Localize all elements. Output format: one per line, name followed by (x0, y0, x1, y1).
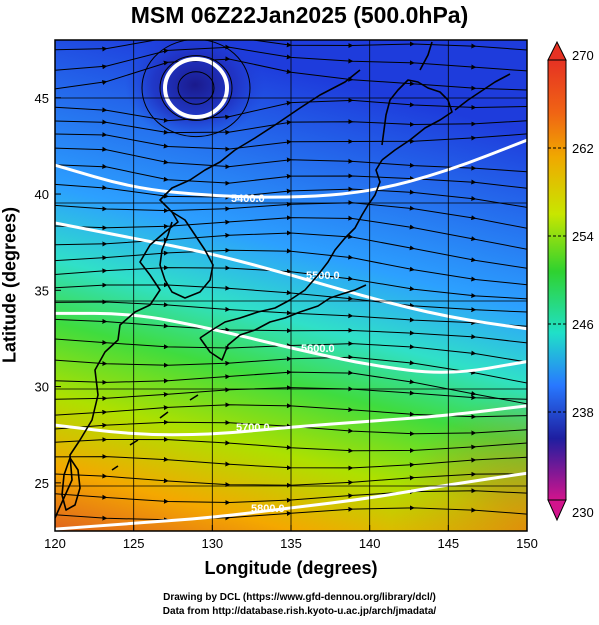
contour-label: 5800.0 (251, 503, 285, 515)
grid-lines (55, 40, 527, 531)
colorbar-scale (547, 59, 567, 501)
coastlines (55, 41, 511, 519)
contour-line (55, 471, 527, 531)
colorbar-tick-label: 262 (572, 141, 594, 156)
cold-core (125, 40, 265, 140)
x-tick-label: 130 (201, 536, 223, 551)
y-tick-label: 45 (35, 91, 49, 106)
contour-label: 5600.0 (301, 343, 335, 355)
contour-label: 5500.0 (306, 270, 340, 282)
x-tick-label: 150 (516, 536, 538, 551)
y-tick-label: 35 (35, 283, 49, 298)
height-contours: 5400.0 5500.0 5600.0 5700.0 5800.0 (55, 138, 527, 531)
x-axis-title: Longitude (degrees) (204, 558, 378, 578)
contour-line (55, 221, 527, 331)
colorbar-tick-label: 230 (572, 505, 594, 520)
x-axis: 120 125 130 135 140 145 150 (44, 525, 538, 551)
x-tick-label: 125 (123, 536, 145, 551)
x-tick-label: 120 (44, 536, 66, 551)
colorbar-tick-label: 238 (572, 405, 594, 420)
colorbar-top-triangle (547, 40, 567, 61)
colorbar-tick-label: 246 (572, 317, 594, 332)
contour-line (55, 311, 527, 374)
streamline-ring (177, 71, 215, 105)
contour-label: 5400.0 (231, 193, 265, 205)
credit-data: Data from http://database.rish.kyoto-u.a… (162, 606, 437, 617)
y-tick-label: 30 (35, 380, 49, 395)
credit-drawing: Drawing by DCL (https://www.gfd-dennou.o… (163, 592, 436, 603)
chart-title: MSM 06Z22Jan2025 (500.0hPa) (130, 2, 469, 28)
x-tick-label: 145 (437, 536, 459, 551)
low-pressure-contour (163, 57, 229, 119)
y-tick-label: 25 (35, 476, 49, 491)
contour-line (55, 404, 527, 437)
streamline-ring (159, 55, 233, 121)
x-tick-label: 135 (280, 536, 302, 551)
contour-line (55, 138, 527, 199)
streamline-ring (141, 40, 251, 138)
colorbar-tick-label: 254 (572, 229, 594, 244)
contour-label: 5700.0 (236, 422, 270, 434)
x-tick-label: 140 (359, 536, 381, 551)
colorbar: 270 262 254 246 238 230 (547, 40, 594, 522)
y-tick-label: 40 (35, 187, 49, 202)
y-axis: 25 30 35 40 45 (35, 91, 61, 491)
colorbar-tick-label: 270 (572, 48, 594, 63)
colorbar-bottom-triangle (547, 499, 567, 522)
y-axis-title-text: Latitude (degrees) (0, 206, 20, 364)
